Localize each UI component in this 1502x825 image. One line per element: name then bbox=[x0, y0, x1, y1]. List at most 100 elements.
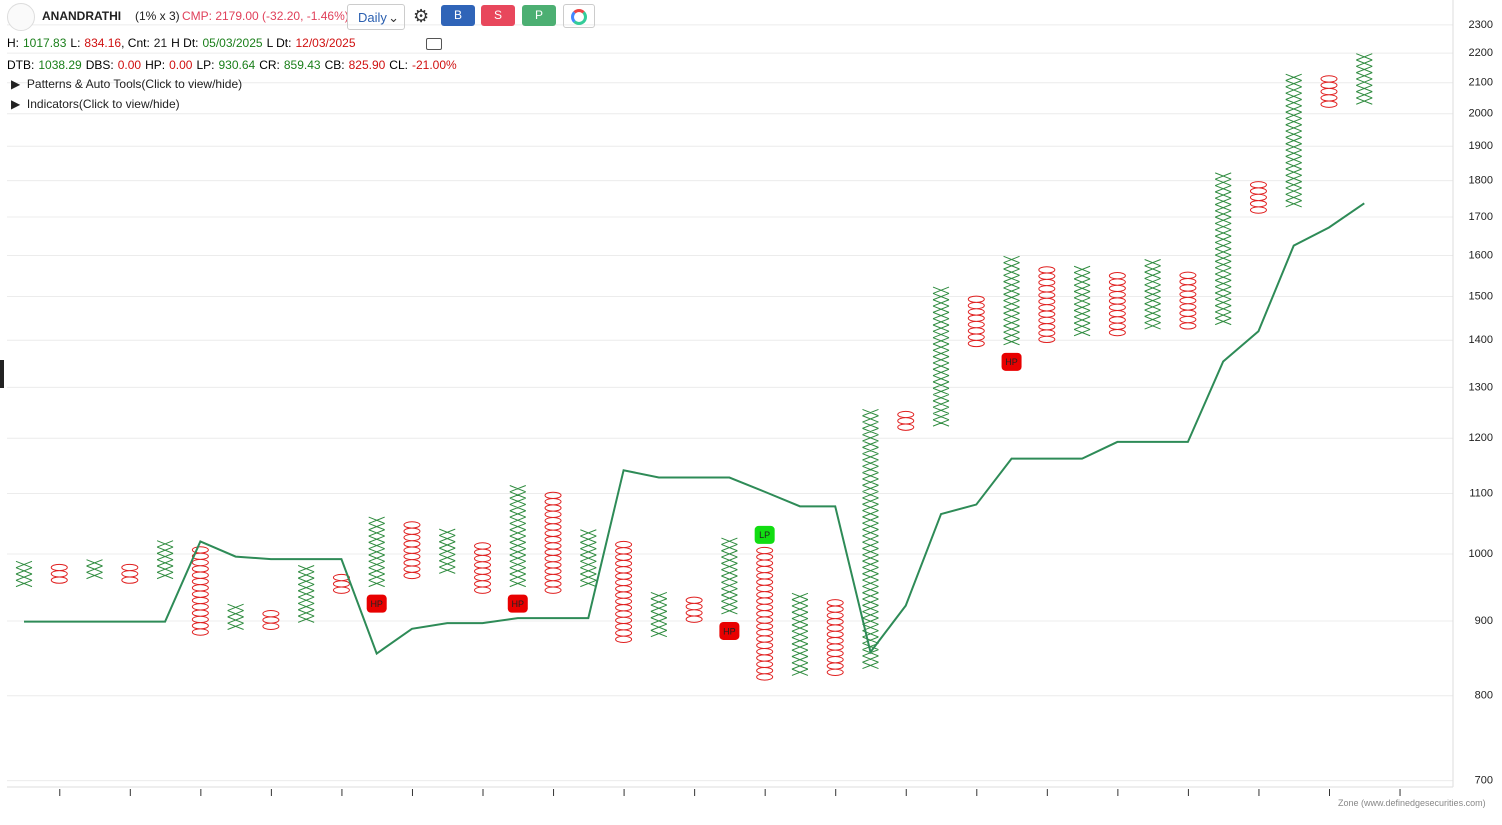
stats-row: DTB: 1038.29 DBS: 0.00 HP: 0.00 LP: 930.64 CR: 85… bbox=[7, 58, 461, 72]
trend-line bbox=[24, 202, 1365, 656]
stat-value: 0.00 bbox=[169, 58, 193, 72]
signal-box bbox=[754, 525, 775, 544]
interval-select[interactable]: Daily ⌄ bbox=[347, 4, 405, 30]
logo bbox=[7, 3, 35, 31]
sell-button[interactable]: S bbox=[481, 5, 515, 26]
o-column bbox=[1320, 75, 1338, 108]
y-tick-label: 2300 bbox=[1469, 19, 1493, 31]
signal-box bbox=[507, 594, 528, 613]
o-column bbox=[756, 546, 774, 681]
x-column bbox=[509, 485, 526, 588]
y-tick-label: 1800 bbox=[1469, 175, 1493, 187]
stat-label: H Dt: bbox=[171, 36, 199, 50]
x-column bbox=[1214, 172, 1232, 326]
x-column bbox=[1285, 73, 1302, 208]
y-tick-label: 1700 bbox=[1469, 211, 1493, 223]
buy-button[interactable]: B bbox=[441, 5, 475, 26]
symbol: ANANDRATHI bbox=[42, 9, 122, 23]
toggle-label: Patterns & Auto Tools(Click to view/hide… bbox=[26, 77, 243, 91]
stat-value: 0.00 bbox=[117, 58, 142, 72]
toggle-label: Indicators(Click to view/hide) bbox=[26, 97, 180, 111]
x-column bbox=[227, 603, 244, 630]
toggle[interactable]: ▶ Patterns & Auto Tools(Click to view/hi… bbox=[11, 77, 243, 91]
y-tick-label: 2100 bbox=[1469, 77, 1493, 89]
y-tick-label: 1500 bbox=[1469, 290, 1493, 302]
y-tick-label: 1900 bbox=[1469, 140, 1493, 152]
x-column bbox=[650, 591, 668, 638]
stat-label: HP: bbox=[145, 58, 166, 72]
x-column bbox=[297, 565, 315, 623]
stat-value: 859.43 bbox=[283, 58, 321, 72]
o-column bbox=[1108, 272, 1126, 337]
o-column bbox=[121, 563, 139, 584]
stat-label: L Dt: bbox=[266, 36, 292, 50]
cmp: CMP: 2179.00 (-32.20, -1.46%) bbox=[182, 9, 349, 23]
x-column bbox=[1073, 265, 1091, 337]
y-tick-label: 900 bbox=[1475, 615, 1493, 627]
o-column bbox=[1038, 266, 1056, 344]
side-handle[interactable] bbox=[0, 360, 4, 388]
x-column bbox=[1356, 53, 1373, 105]
signal-label: HP bbox=[1005, 357, 1018, 367]
signal-box bbox=[1001, 352, 1022, 371]
y-tick-label: 800 bbox=[1475, 690, 1493, 702]
signal-label: HP bbox=[370, 599, 383, 609]
o-column bbox=[403, 521, 421, 580]
o-column bbox=[50, 563, 68, 584]
y-tick-label: 1200 bbox=[1469, 432, 1493, 444]
signal-label: HP bbox=[723, 626, 736, 636]
o-column bbox=[544, 491, 562, 594]
x-column bbox=[368, 516, 385, 588]
stat-label: DTB: bbox=[7, 58, 35, 72]
p-button[interactable]: P bbox=[522, 5, 556, 26]
signal-box bbox=[366, 594, 387, 613]
toggle[interactable]: ▶ Indicators(Click to view/hide) bbox=[11, 97, 180, 111]
stat-label: CL: bbox=[389, 58, 408, 72]
signal-box bbox=[719, 621, 740, 640]
color-icon bbox=[571, 9, 587, 25]
stat-label: , Cnt: bbox=[121, 36, 150, 50]
signal-label: HP bbox=[512, 599, 525, 609]
y-tick-label: 1400 bbox=[1469, 334, 1493, 346]
x-column bbox=[86, 559, 103, 580]
signal-label: LP bbox=[759, 530, 770, 540]
o-column bbox=[332, 573, 350, 594]
stat-value: 1038.29 bbox=[38, 58, 82, 72]
x-column bbox=[791, 592, 809, 676]
stat-value: 930.64 bbox=[218, 58, 256, 72]
o-column bbox=[897, 410, 915, 431]
o-column bbox=[615, 540, 633, 643]
o-column bbox=[1179, 271, 1197, 330]
stat-value: 21 bbox=[153, 36, 168, 50]
y-tick-label: 1300 bbox=[1469, 381, 1493, 393]
stat-label: H: bbox=[7, 36, 19, 50]
o-column bbox=[826, 599, 844, 676]
y-tick-label: 2000 bbox=[1469, 108, 1493, 120]
color-button[interactable] bbox=[563, 4, 595, 28]
x-column bbox=[580, 529, 597, 588]
stat-value: 834.16 bbox=[84, 36, 122, 50]
x-column bbox=[15, 560, 33, 588]
y-tick-label: 1600 bbox=[1469, 249, 1493, 261]
o-column bbox=[474, 542, 492, 594]
o-column bbox=[1249, 181, 1267, 214]
comment-icon[interactable] bbox=[426, 38, 442, 50]
x-column bbox=[721, 537, 738, 615]
x-column bbox=[1144, 259, 1161, 330]
y-tick-label: 700 bbox=[1475, 775, 1493, 787]
x-column bbox=[439, 528, 456, 574]
x-column bbox=[932, 286, 950, 427]
chevron: ⌄ bbox=[388, 10, 399, 25]
x-column bbox=[862, 408, 879, 670]
o-column bbox=[967, 295, 985, 348]
box-size: (1% x 3) bbox=[135, 9, 180, 23]
stat-value: 1017.83 bbox=[23, 36, 67, 50]
stat-label: CB: bbox=[324, 58, 345, 72]
settings[interactable]: ⚙ bbox=[413, 6, 430, 26]
x-column bbox=[1003, 255, 1020, 346]
stat-value: -21.00% bbox=[411, 58, 457, 72]
stat-label: DBS: bbox=[85, 58, 114, 72]
stats-row: H: 1017.83 L: 834.16, Cnt: 21 H Dt: 05/03/2025… bbox=[7, 36, 360, 50]
